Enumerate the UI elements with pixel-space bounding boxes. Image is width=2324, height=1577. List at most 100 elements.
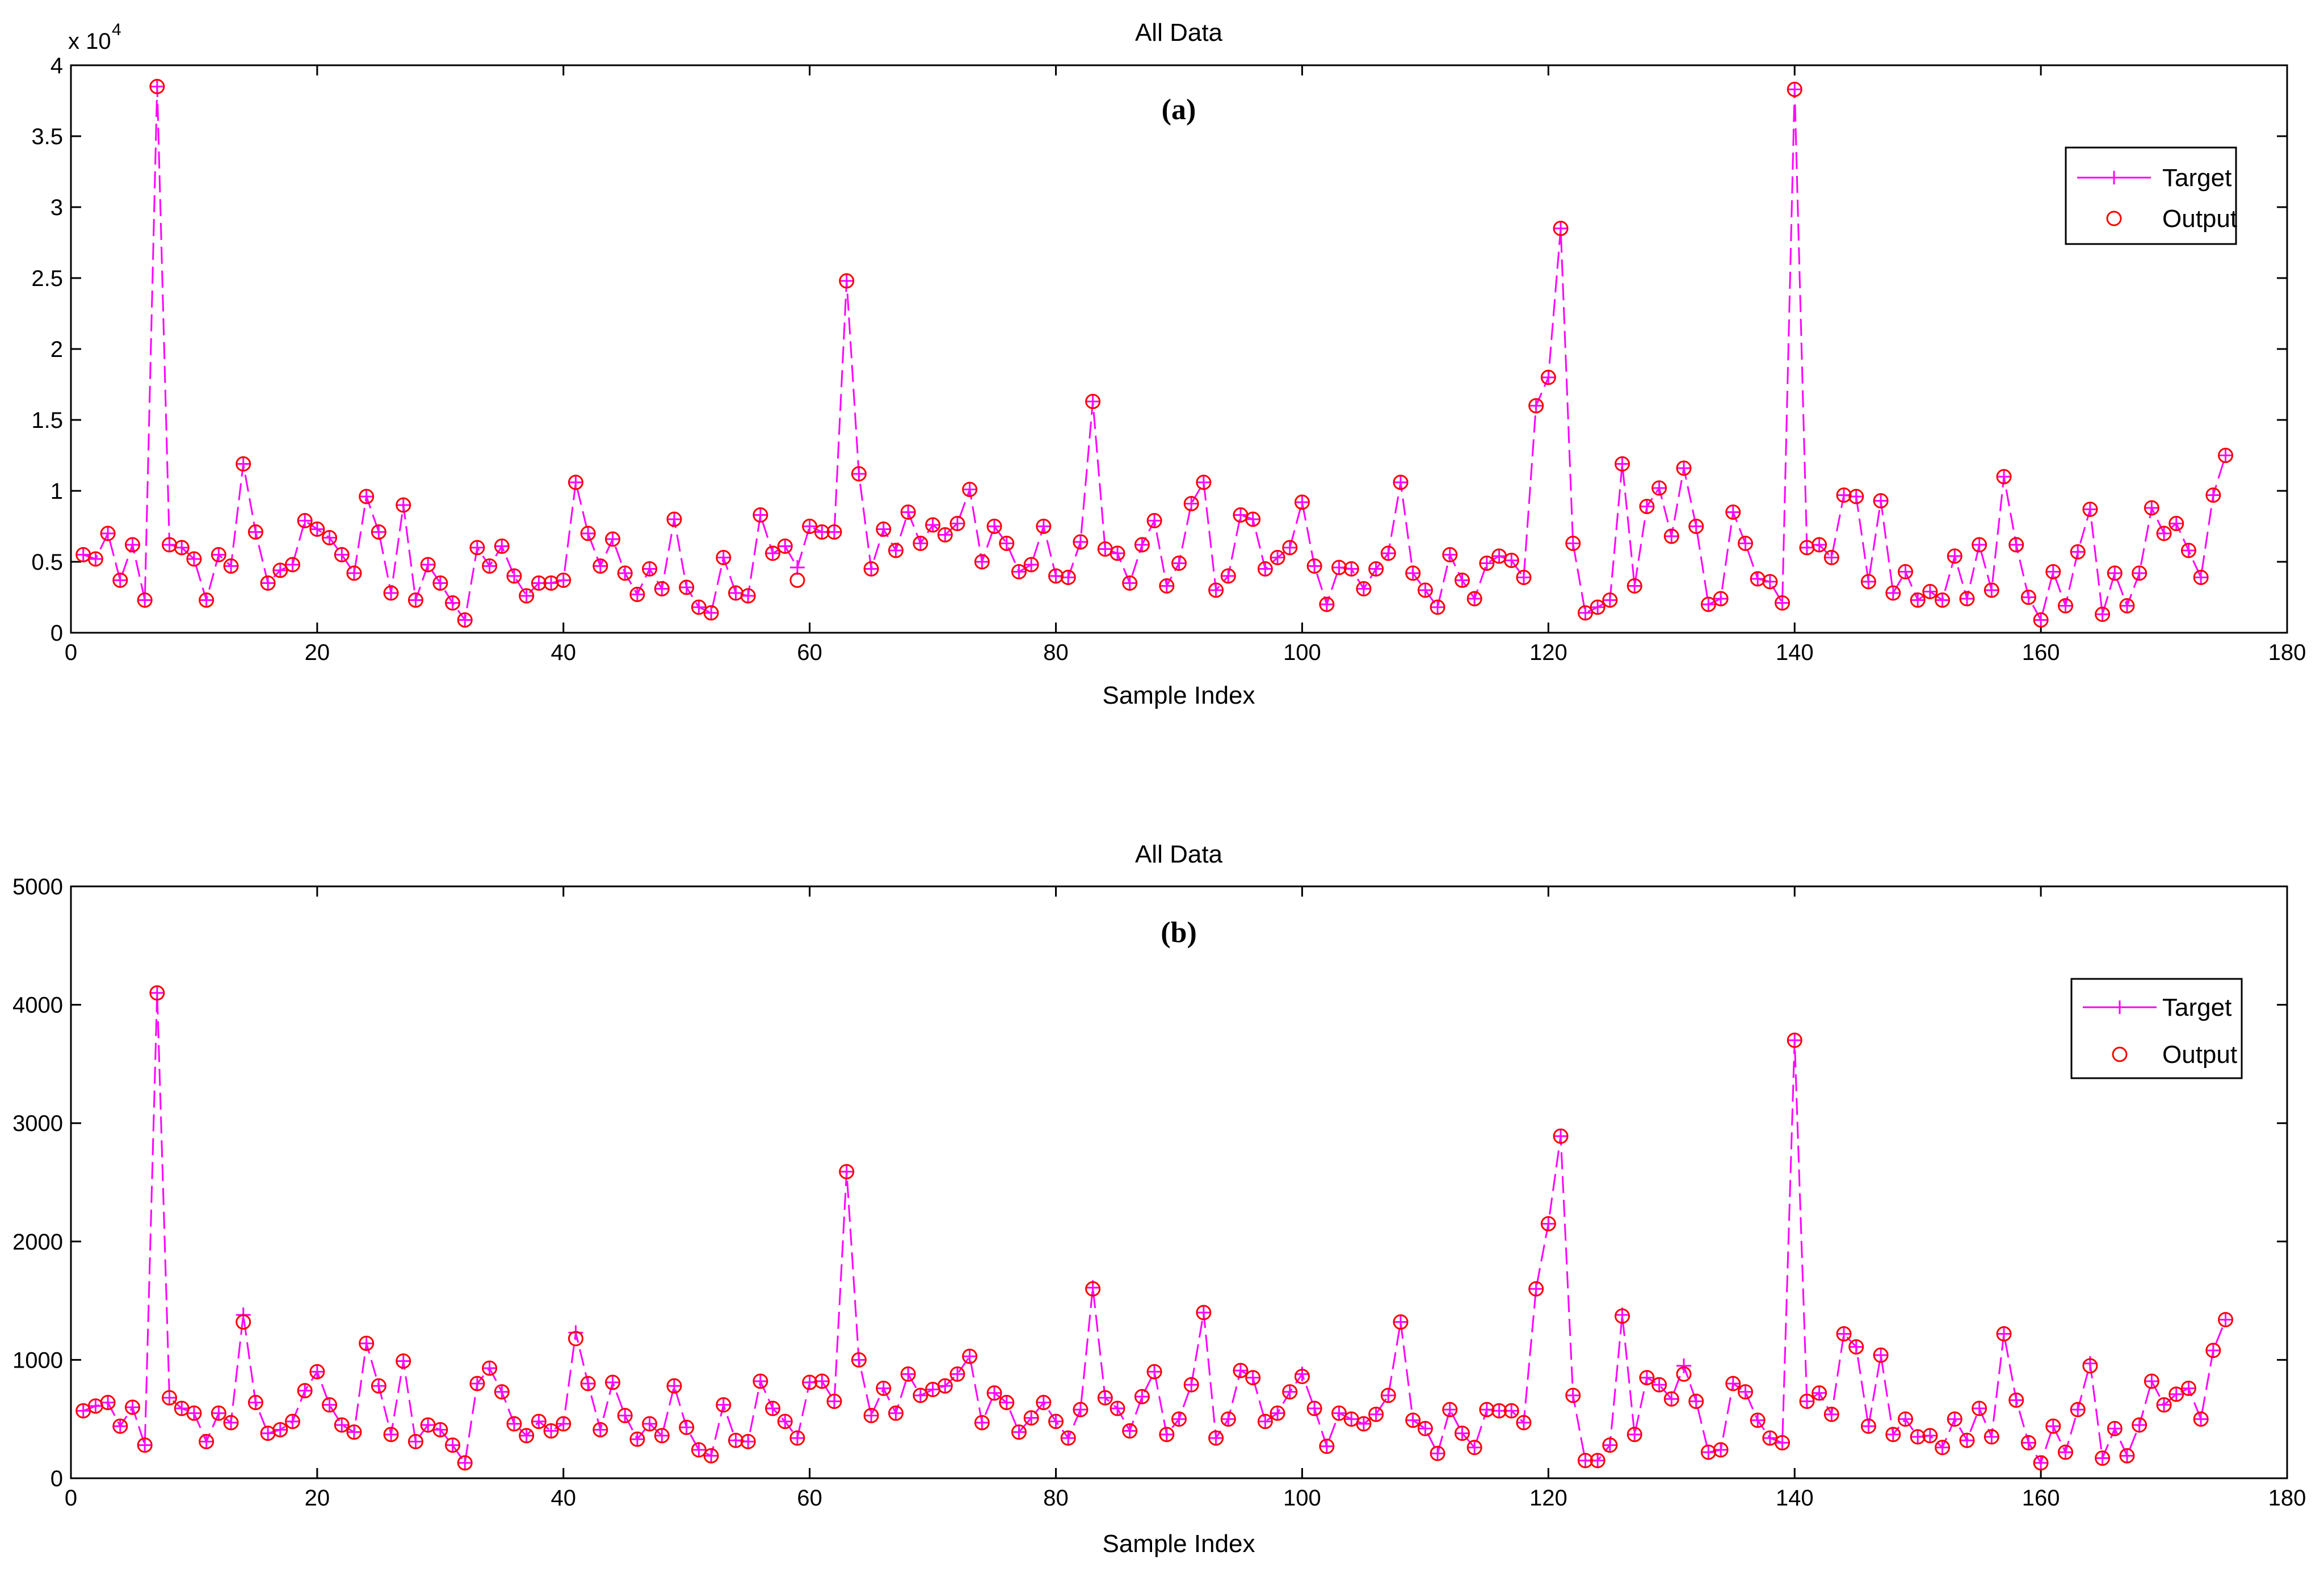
chart-a-output-point xyxy=(1848,489,1864,504)
chart-b-ytick-label: 2000 xyxy=(12,1230,63,1255)
chart-a-target-point xyxy=(642,561,657,577)
chart-b-output-point xyxy=(1688,1393,1704,1409)
chart-a-output-point xyxy=(999,536,1015,551)
chart-b-target-point xyxy=(1098,1390,1113,1406)
chart-b-target-point xyxy=(1061,1431,1076,1446)
chart-a-target-point xyxy=(519,588,534,603)
chart-a-target-point xyxy=(224,558,239,574)
chart-a-xtick-label: 40 xyxy=(551,640,577,665)
chart-a-target-point xyxy=(260,575,276,591)
chart-a-output-point xyxy=(2132,565,2148,581)
chart-b-target-point xyxy=(1442,1402,1457,1418)
chart-a-target-point xyxy=(1664,529,1679,544)
chart-a-output-point xyxy=(1466,591,1482,607)
chart-b-output-point xyxy=(112,1418,128,1434)
chart-a-target-point xyxy=(962,482,977,497)
chart-a-output-point xyxy=(1775,595,1791,611)
chart-a-output-point xyxy=(1688,519,1704,534)
chart-b-target-point xyxy=(2008,1393,2024,1408)
chart-a-output-point xyxy=(2058,598,2073,613)
chart-b-output-point xyxy=(162,1390,178,1406)
chart-b-target-point xyxy=(1861,1419,1876,1434)
chart-a-target-point xyxy=(1799,540,1814,555)
chart-b-target-point xyxy=(494,1384,510,1399)
chart-a-target-point xyxy=(629,587,645,602)
chart-a-target-point xyxy=(605,532,620,546)
chart-b-target-point xyxy=(1984,1429,1999,1444)
chart-b-target-point xyxy=(827,1394,842,1409)
chart-b-output-point xyxy=(1097,1390,1113,1406)
chart-b-output-point xyxy=(1454,1425,1470,1441)
chart-b-target-point xyxy=(2157,1397,2172,1412)
chart-b-output-point xyxy=(1442,1402,1458,1418)
chart-b-output-point xyxy=(223,1415,239,1431)
chart-a-target-point xyxy=(1578,605,1593,620)
chart-a-output-point xyxy=(1011,564,1027,579)
chart-b-output-point xyxy=(1085,1281,1101,1297)
chart-b-output-point xyxy=(247,1394,263,1410)
chart-a-ytick-label: 0.5 xyxy=(31,550,63,575)
chart-b-output-point xyxy=(1873,1347,1889,1363)
chart-a-target-point xyxy=(617,566,633,581)
chart-b-output-point xyxy=(482,1360,498,1376)
chart-b-legend: Target Output xyxy=(2070,978,2243,1079)
chart-a-target-point xyxy=(2193,570,2209,585)
chart-b-xtick-label: 60 xyxy=(797,1486,822,1511)
chart-a-target-point xyxy=(2008,537,2024,552)
chart-b-output-point xyxy=(974,1415,990,1431)
chart-a-target-point xyxy=(297,513,313,528)
chart-b-axes: 0 20 40 60 80 100 120 140 160 180 0 1000 2000 3000 400… xyxy=(12,874,2306,1511)
chart-a-output-point xyxy=(789,573,805,588)
chart-a-output-point xyxy=(1270,550,1285,565)
chart-b-output-point xyxy=(2082,1358,2098,1374)
chart-b-target-point xyxy=(1356,1416,1371,1432)
chart-a-output-point xyxy=(1356,581,1372,596)
chart-a-xtick-label: 160 xyxy=(2022,640,2060,665)
chart-b-output-point xyxy=(1812,1385,1827,1401)
chart-b-output-point xyxy=(1553,1128,1569,1144)
chart-a-target-point xyxy=(987,519,1002,534)
chart-a-target-point xyxy=(1541,370,1556,385)
chart-b-target-point xyxy=(1430,1446,1445,1461)
chart-a-title: All Data xyxy=(1135,19,1223,47)
chart-b-target-point xyxy=(642,1416,657,1432)
chart-a-output-point xyxy=(1602,592,1618,608)
chart-b-ytick-label: 0 xyxy=(51,1466,63,1491)
chart-a-output-point xyxy=(592,558,608,574)
chart-a-output-point xyxy=(137,592,153,608)
chart-a-target-point xyxy=(1085,394,1100,409)
chart-a-output-point xyxy=(1294,494,1310,510)
chart-a-target-point xyxy=(1418,583,1433,598)
chart-b-output-point xyxy=(1417,1420,1433,1436)
chart-a-output-point xyxy=(223,558,239,574)
chart-b-output-point xyxy=(863,1407,879,1423)
chart-a-target-point xyxy=(765,546,780,561)
chart-b-xtick-label: 80 xyxy=(1043,1486,1069,1511)
chart-a-output-point xyxy=(1245,511,1261,527)
chart-b-output-point xyxy=(1725,1376,1741,1391)
chart-a-output-point xyxy=(1146,513,1162,528)
chart-b-output-point xyxy=(396,1353,411,1369)
chart-b-target-point xyxy=(2168,1386,2184,1402)
chart-a-target-point xyxy=(1861,574,1876,589)
chart-a-target-point xyxy=(285,557,300,572)
chart-a-output-point xyxy=(1812,537,1827,553)
chart-b-output-point xyxy=(1516,1415,1532,1431)
chart-b-output-point xyxy=(839,1164,855,1180)
chart-b-output-point xyxy=(1836,1326,1852,1342)
chart-a-target-point xyxy=(1024,557,1039,572)
chart-a-output-point xyxy=(716,550,732,565)
chart-a-exponent-base: x 10 xyxy=(68,29,111,54)
chart-b-output-point xyxy=(2107,1420,2123,1436)
chart-a-target-point xyxy=(322,530,337,545)
chart-a-target-point xyxy=(789,560,805,575)
chart-b-target-point xyxy=(901,1366,916,1382)
chart-b-output-point xyxy=(1651,1377,1667,1393)
chart-b-output-point xyxy=(1639,1370,1655,1386)
chart-b-target-point xyxy=(457,1455,473,1470)
chart-b-target-point xyxy=(1787,1033,1802,1048)
chart-a-xtick-label: 180 xyxy=(2268,640,2306,665)
chart-b-target-point xyxy=(322,1397,337,1412)
chart-a-output-point xyxy=(174,540,190,556)
chart-b-output-point xyxy=(1479,1402,1495,1418)
